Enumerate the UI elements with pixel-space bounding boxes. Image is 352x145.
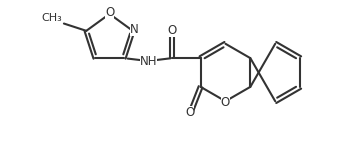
Text: O: O bbox=[167, 24, 176, 37]
Text: O: O bbox=[221, 96, 230, 109]
Text: CH₃: CH₃ bbox=[42, 13, 62, 23]
Text: O: O bbox=[105, 6, 114, 19]
Text: O: O bbox=[185, 106, 194, 119]
Text: NH: NH bbox=[139, 55, 157, 68]
Text: N: N bbox=[130, 23, 138, 36]
